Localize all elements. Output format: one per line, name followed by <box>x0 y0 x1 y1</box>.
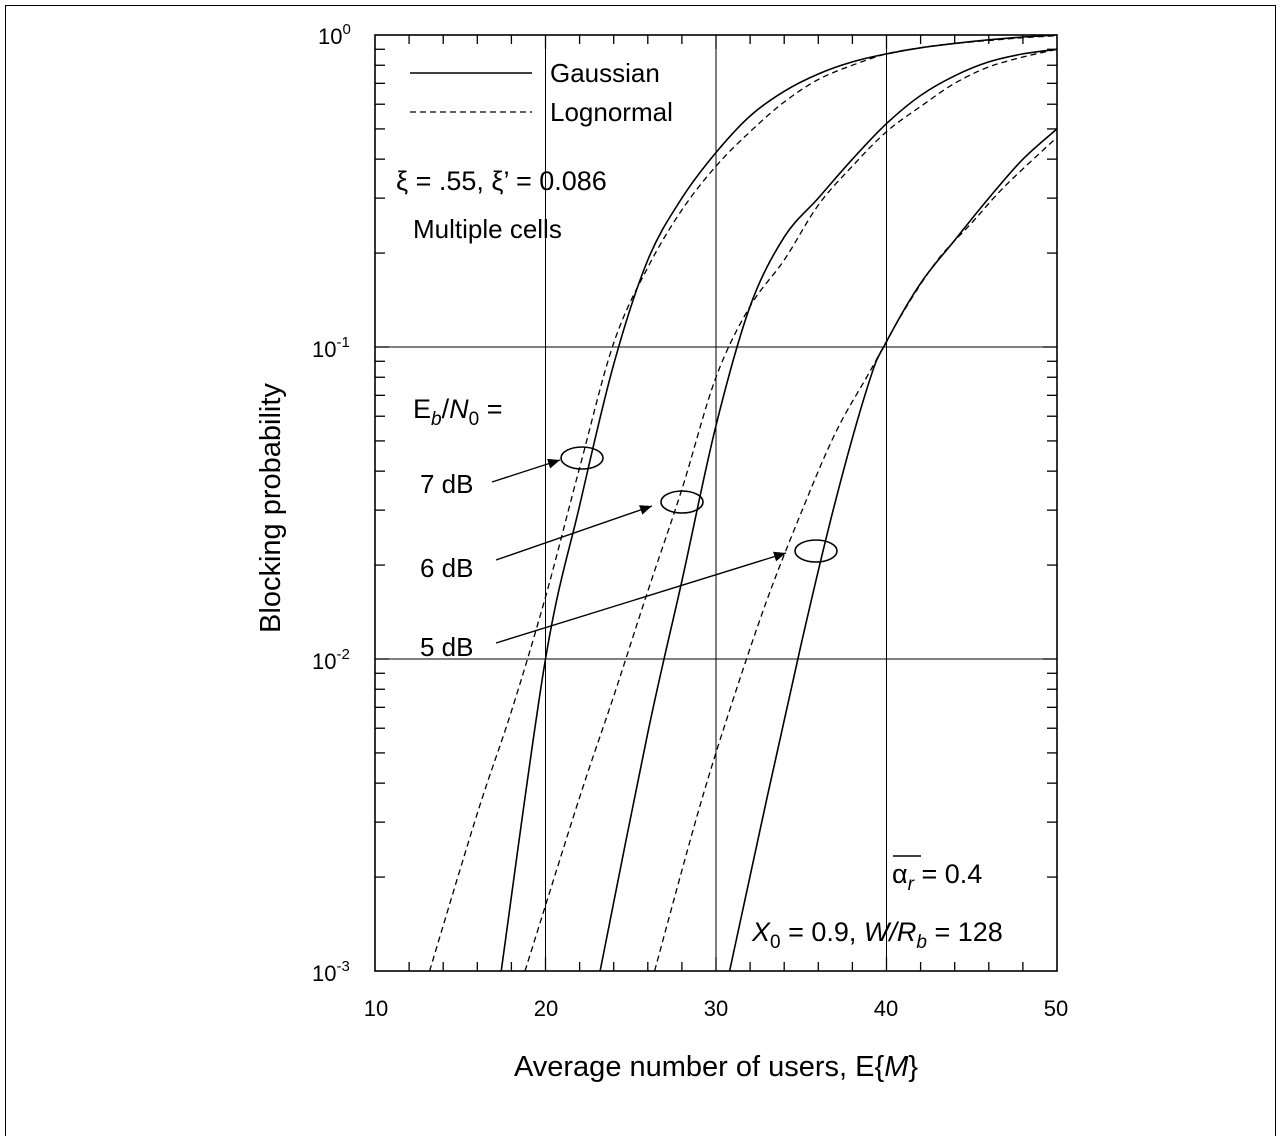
legend-label-lognormal: Lognormal <box>550 97 673 127</box>
x-tick-labels: 10 20 30 40 50 <box>364 996 1068 1021</box>
curve-label-5db: 5 dB <box>420 632 474 662</box>
multiple-cells-annotation: Multiple cells <box>413 214 562 244</box>
arrow-5db <box>495 551 787 644</box>
ellipse-7db <box>560 446 604 470</box>
curve-label-7db: 7 dB <box>420 469 474 499</box>
ellipse-6db <box>660 490 704 514</box>
series-line-lognormal-7db <box>428 35 1058 972</box>
series-line-lognormal-5db <box>653 136 1058 972</box>
y-tick-label-1e0: 100 <box>318 21 351 49</box>
xi-annotation: ξ = .55, ξ’ = 0.086 <box>396 166 607 196</box>
arrow-6db <box>495 505 653 561</box>
y-axis-title: Blocking probability <box>255 383 287 633</box>
y-tick-label-1e-1: 10-1 <box>312 334 350 362</box>
alpha-annotation: αr = 0.4 <box>892 859 982 895</box>
x-tick-label-20: 20 <box>534 996 558 1021</box>
ellipse-5db <box>794 539 838 563</box>
x-tick-label-40: 40 <box>874 996 898 1021</box>
params-annotation: X0 = 0.9, W/Rb = 128 <box>751 917 1003 953</box>
figure-frame <box>5 5 1276 1136</box>
series-line-gaussian-5db <box>728 128 1058 972</box>
grid-layer <box>375 35 1057 971</box>
curve-label-6db: 6 dB <box>420 553 474 583</box>
y-tick-label-1e-2: 10-2 <box>312 646 350 674</box>
series-line-gaussian-6db <box>599 48 1058 972</box>
x-tick-label-50: 50 <box>1044 996 1068 1021</box>
y-tick-label-1e-3: 10-3 <box>312 958 350 986</box>
legend: Gaussian Lognormal <box>410 58 673 127</box>
x-tick-label-10: 10 <box>364 996 388 1021</box>
x-tick-label-30: 30 <box>704 996 728 1021</box>
arrow-7db <box>491 458 561 483</box>
ebn0-annotation: Eb/N0 = <box>413 394 502 430</box>
axis-ticks <box>375 35 1057 971</box>
plot-area-frame <box>374 34 1058 972</box>
x-axis-title: Average number of users, E{M} <box>514 1051 918 1083</box>
series-line-gaussian-7db <box>500 34 1058 972</box>
y-tick-labels: 100 10-1 10-2 10-3 <box>312 21 351 986</box>
legend-label-gaussian: Gaussian <box>550 58 660 88</box>
series-layer <box>428 34 1058 972</box>
curve-pointers <box>491 446 838 644</box>
series-line-lognormal-6db <box>524 48 1058 972</box>
